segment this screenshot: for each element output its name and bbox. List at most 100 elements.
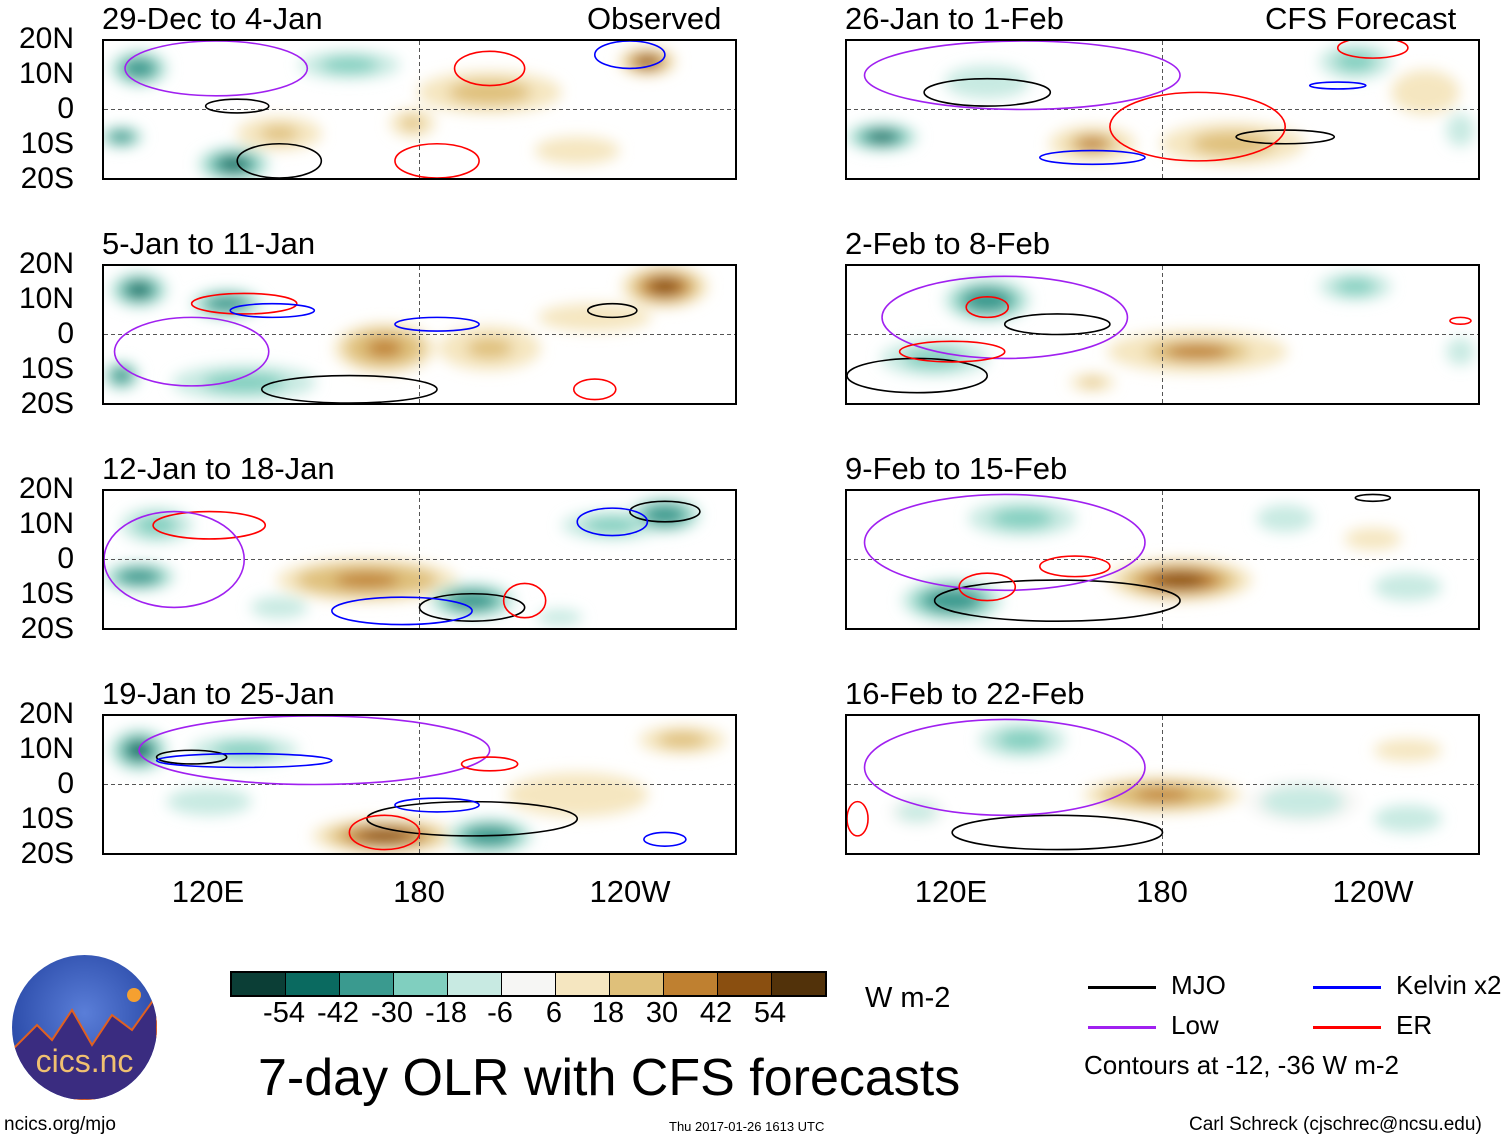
kelvin-legend-label: Kelvin x2: [1396, 970, 1502, 1000]
olr-anomaly: [143, 518, 170, 532]
lat-tick: 10S: [20, 802, 74, 835]
lat-tick: 0: [57, 92, 74, 125]
kelvin-legend-line: [1313, 986, 1381, 989]
olr-anomaly: [651, 508, 678, 522]
olr-anomaly: [1453, 122, 1467, 138]
olr-anomaly: [869, 131, 896, 142]
olr-anomaly: [1276, 791, 1329, 812]
low-legend-line: [1088, 1026, 1156, 1029]
panel-title: 29-Dec to 4-Jan: [102, 1, 323, 36]
er-contour: [1450, 317, 1471, 324]
er-contour: [395, 144, 479, 178]
panel-title: 12-Jan to 18-Jan: [102, 451, 335, 486]
lat-tick: 10S: [20, 577, 74, 610]
lon-tick: 120W: [589, 874, 671, 909]
map-panel: [102, 489, 737, 630]
kelvin-contour: [157, 754, 332, 768]
er-contour: [504, 583, 546, 617]
colorbar-label: 18: [591, 997, 625, 1029]
colorbar: [230, 971, 827, 997]
mjo-contour: [952, 815, 1162, 849]
er-contour: [959, 573, 1015, 600]
olr-anomaly: [1082, 378, 1103, 387]
olr-anomaly: [331, 59, 368, 71]
olr-anomaly: [115, 370, 129, 381]
map-panel: [102, 714, 737, 855]
olr-anomaly: [366, 339, 403, 358]
panel-title: 26-Jan to 1-Feb: [845, 1, 1064, 36]
lat-tick: 20S: [20, 837, 74, 870]
mjo-contour: [420, 594, 525, 621]
panel-title: 9-Feb to 15-Feb: [845, 451, 1068, 486]
kelvin-contour: [395, 798, 479, 812]
er-contour: [192, 293, 297, 314]
mjo-contour: [588, 304, 637, 318]
logo-text: cics.nc: [35, 1043, 134, 1079]
mjo-contour: [206, 99, 269, 113]
lat-tick: 20S: [20, 162, 74, 195]
lat-tick: 10N: [18, 57, 74, 90]
olr-anomaly: [544, 784, 610, 805]
olr-anomaly: [189, 795, 229, 808]
kelvin-contour: [1310, 82, 1366, 89]
map-panel: [845, 714, 1480, 855]
lat-tick: 10N: [18, 282, 74, 315]
kelvin-contour: [1040, 151, 1145, 165]
source-url[interactable]: ncics.org/mjo: [4, 1114, 116, 1135]
er-contour: [455, 51, 525, 85]
panel-title: 19-Jan to 25-Jan: [102, 676, 335, 711]
kelvin-contour: [595, 41, 665, 68]
low-legend-label: Low: [1171, 1010, 1219, 1040]
colorbar-swatch: [718, 973, 772, 995]
olr-anomaly: [1342, 281, 1369, 292]
colorbar-label: 42: [699, 997, 733, 1029]
olr-anomaly: [649, 278, 681, 295]
er-contour: [153, 512, 265, 539]
lon-tick: 120E: [914, 874, 988, 909]
lat-tick: 20N: [18, 247, 74, 280]
mjo-legend-line: [1088, 986, 1156, 989]
lat-tick: 0: [57, 317, 74, 350]
colorbar-label: -42: [317, 997, 359, 1029]
kelvin-contour: [395, 317, 479, 331]
low-contour: [865, 494, 1145, 590]
low-contour: [125, 41, 307, 96]
lat-tick: 10N: [18, 732, 74, 765]
lon-tick: 180: [1136, 874, 1188, 909]
lat-tick: 10S: [20, 127, 74, 160]
lat-tick: 20S: [20, 612, 74, 645]
colorbar-swatch: [340, 973, 394, 995]
lat-tick: 20N: [18, 472, 74, 505]
mjo-contour: [1355, 494, 1390, 501]
colorbar-units: W m-2: [865, 982, 951, 1014]
olr-anomaly: [1392, 580, 1424, 594]
kelvin-contour: [644, 832, 686, 846]
er-contour: [1040, 556, 1110, 577]
kelvin-contour: [332, 597, 472, 624]
mjo-contour: [157, 750, 227, 764]
colorbar-swatch: [502, 973, 556, 995]
er-contour: [1338, 41, 1408, 58]
mjo-contour: [935, 580, 1180, 621]
olr-anomaly: [549, 613, 571, 622]
panel-title: 16-Feb to 22-Feb: [845, 676, 1085, 711]
lon-tick: 120E: [171, 874, 245, 909]
colorbar-swatch: [772, 973, 825, 995]
olr-anomaly: [636, 56, 658, 67]
map-panel: [102, 264, 737, 405]
colorbar-swatch: [610, 973, 664, 995]
kelvin-contour: [577, 508, 647, 535]
olr-anomaly: [358, 829, 411, 843]
lat-tick: 20N: [18, 22, 74, 55]
olr-anomaly: [1002, 512, 1042, 525]
mjo-contour: [630, 501, 700, 522]
olr-anomaly: [594, 520, 631, 531]
olr-anomaly: [128, 62, 150, 75]
olr-anomaly: [463, 84, 516, 100]
olr-anomaly: [557, 144, 597, 157]
olr-anomaly: [666, 734, 698, 746]
colorbar-label: -6: [487, 997, 513, 1029]
olr-anomaly: [904, 805, 931, 819]
olr-anomaly: [1154, 572, 1206, 588]
